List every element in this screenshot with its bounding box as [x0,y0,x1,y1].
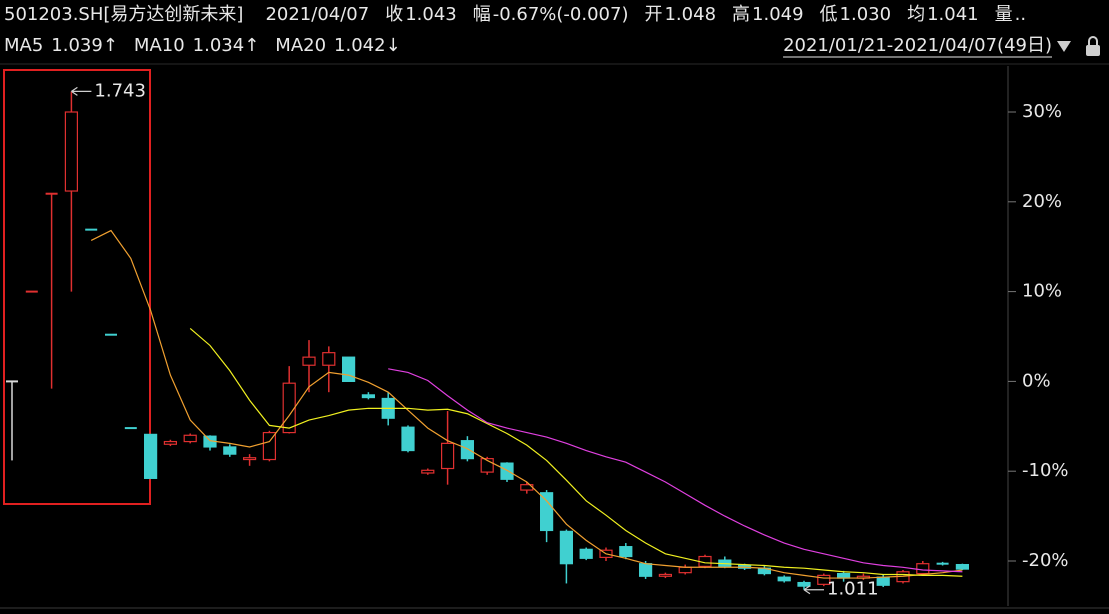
y-tick-label: 30% [1022,101,1062,122]
candle-body [243,457,257,461]
quote-value: .. [1015,4,1026,25]
y-tick-label: 20% [1022,191,1062,212]
candle-body [678,566,692,574]
stock-title: 501203.SH[易方达创新未来] [4,4,243,25]
date-range[interactable]: 2021/01/21-2021/04/07(49日) [783,35,1052,56]
quote-label: 收 [385,4,403,25]
quote-value: 1.041 [927,4,979,25]
y-tick-label: -10% [1022,460,1069,481]
candle-body [500,462,514,480]
candle-body [579,548,593,559]
annotation-label: 1.743 [94,80,146,101]
candle-body [401,426,415,452]
candle-body [460,440,474,460]
quote-label: 均 [907,4,925,25]
dropdown-icon[interactable] [1057,41,1071,52]
candle-body [441,442,455,470]
legend-name: MA10 [134,35,185,56]
quote-date: 2021/04/07 [265,4,369,25]
candle-body [163,440,177,445]
quote-label: 幅 [473,4,491,25]
quote-value: 1.048 [664,4,716,25]
quote-label: 量 [995,4,1013,25]
highlight-box [3,69,151,505]
legend-value: 1.034↑ [193,35,260,56]
candle-body [64,111,79,192]
ma-line [189,327,963,577]
legend-value: 1.039↑ [51,35,118,56]
quote-label: 低 [820,4,838,25]
candle-body [777,576,791,582]
candle-body [817,574,831,585]
candle-body [322,352,336,366]
candle-body [658,573,673,577]
candle-body [361,394,375,399]
quote-value: 1.043 [405,4,457,25]
quote-label: 开 [644,4,662,25]
candle-body [955,563,970,570]
ma-line [388,368,963,573]
candle-body [876,576,890,586]
candle-body [836,572,851,579]
candle-body [421,469,435,474]
annotation-label: 1.011 [827,579,879,600]
legend-value: 1.042↓ [334,35,401,56]
quote-value: 1.049 [752,4,804,25]
annotation-arrow [803,585,824,595]
candle-body [797,581,811,587]
legend-name: MA5 [4,35,43,56]
y-tick-label: 0% [1022,370,1051,391]
legend-name: MA20 [275,35,326,56]
candle-body [223,446,237,455]
y-tick-label: 10% [1022,281,1062,302]
quote-value: -0.67%(-0.007) [493,4,629,25]
candle-body [916,563,930,575]
quote-label: 高 [732,4,750,25]
candle-body [638,563,653,577]
lock-icon[interactable] [1086,36,1100,56]
ma-line [90,229,963,579]
candle-body [539,492,554,532]
candle-body [262,431,276,461]
annotation-arrow [71,86,92,96]
candle-body [144,433,158,479]
candle-body [559,530,574,565]
candle-body [342,356,356,382]
quote-value: 1.030 [840,4,892,25]
candle-body [619,546,633,558]
candle-body [282,382,296,434]
y-tick-label: -20% [1022,550,1069,571]
candle-body [183,434,197,443]
candle-body [302,356,316,366]
